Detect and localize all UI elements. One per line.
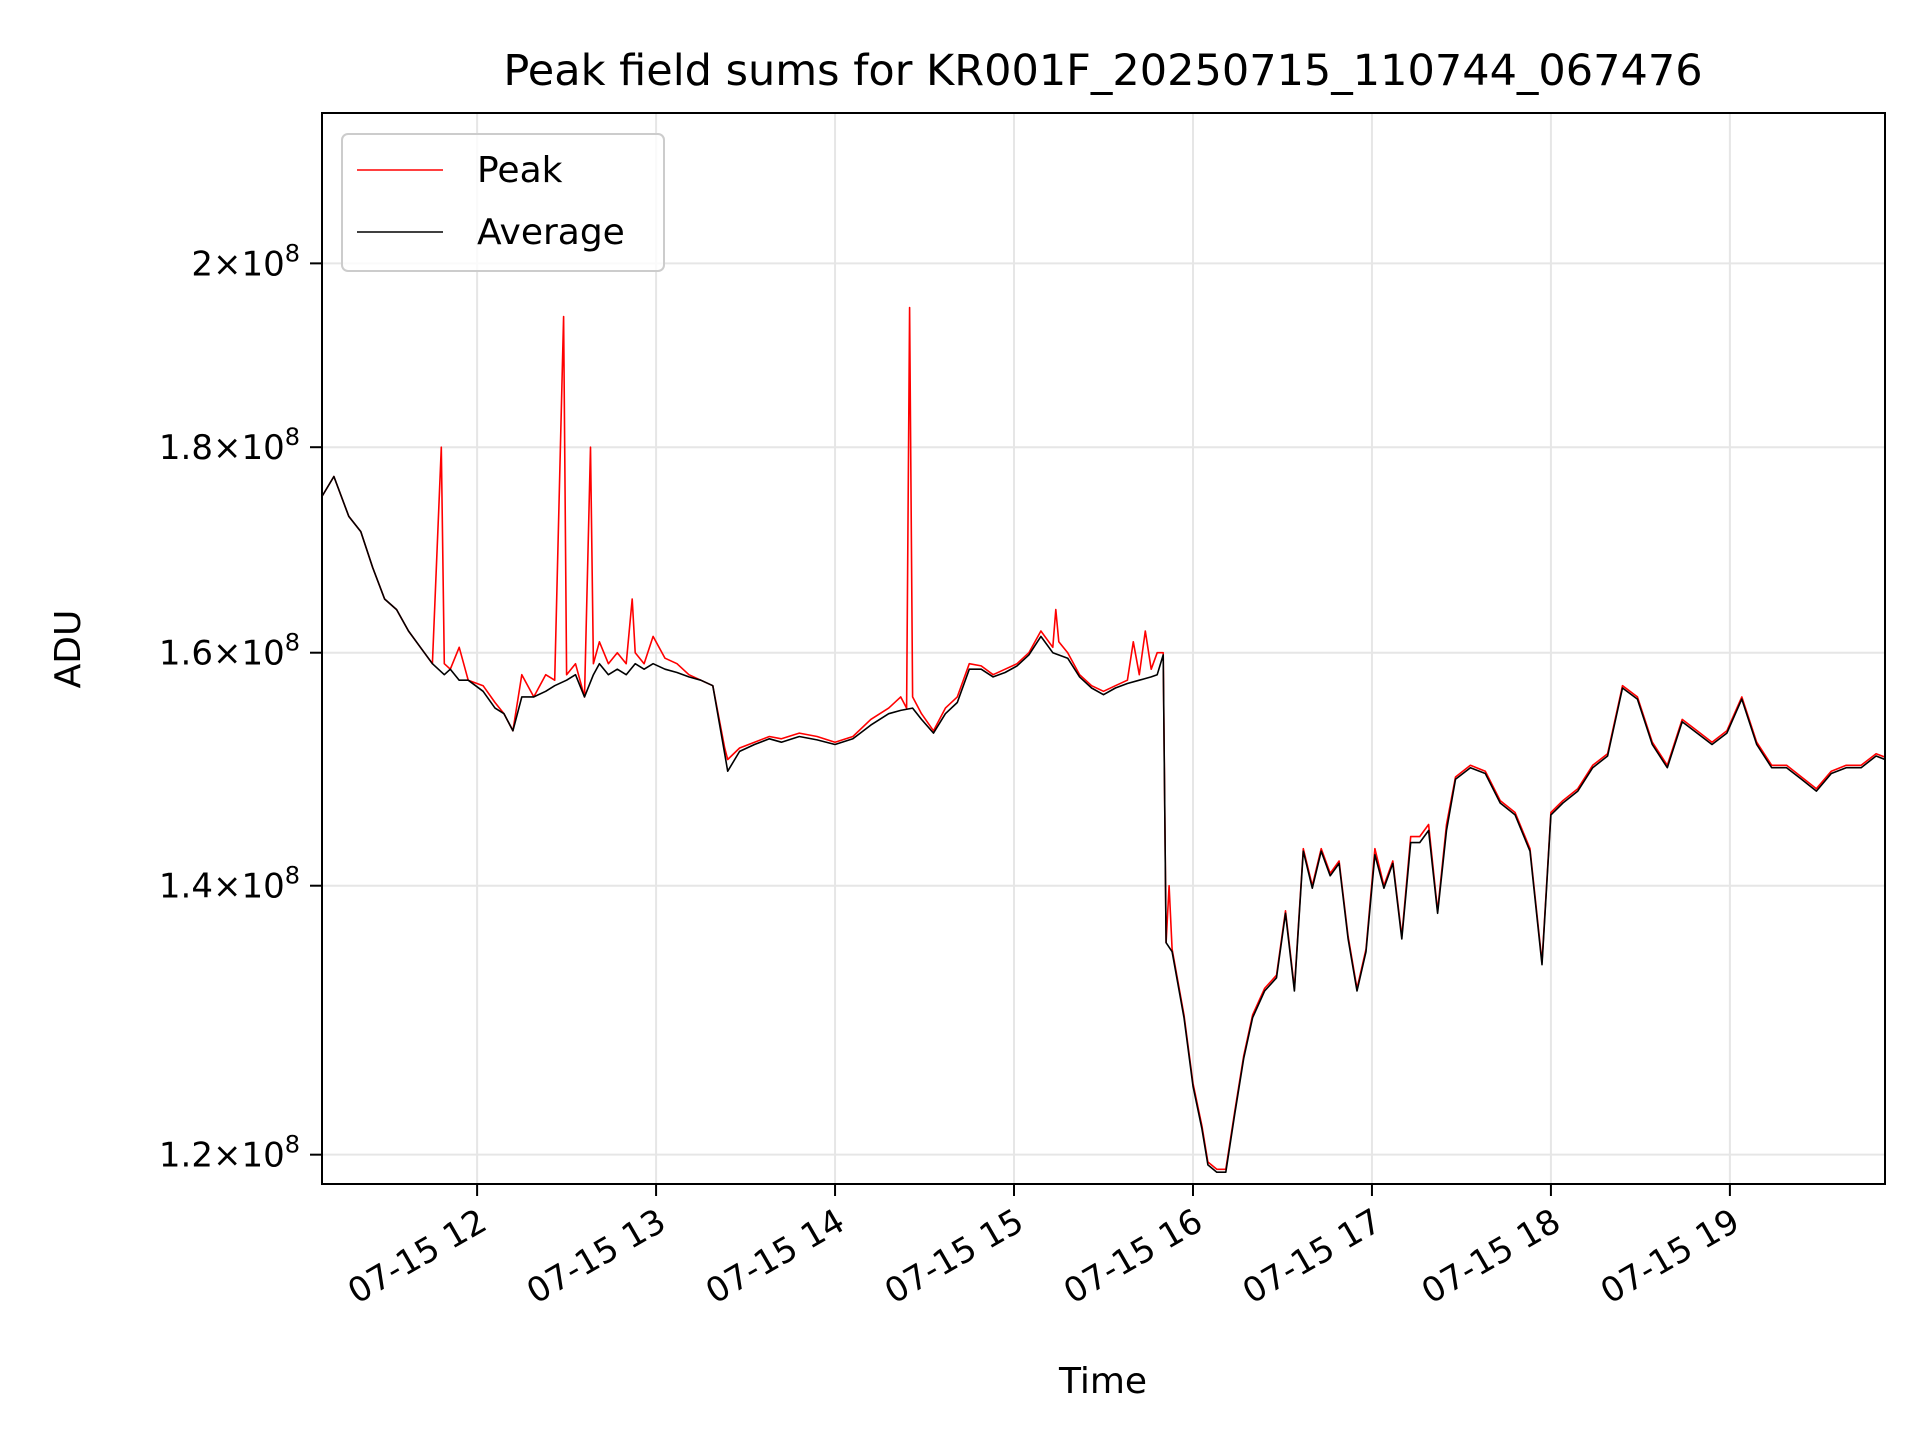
plot-frame — [321, 112, 1886, 1185]
y-tick-label: 1.8×108 — [159, 423, 300, 468]
legend-box — [341, 133, 665, 272]
y-tick-label: 1.6×108 — [159, 629, 300, 674]
chart-title: Peak field sums for KR001F_20250715_1107… — [503, 46, 1702, 96]
y-axis-label: ADU — [48, 610, 89, 689]
grid — [322, 113, 1885, 1184]
y-axis: 1.2×108 1.4×108 1.6×108 1.8×108 2×108 — [159, 239, 322, 1176]
series-line-average — [322, 475, 1885, 1173]
series-layer — [322, 306, 1885, 1173]
y-tick-label: 2×108 — [191, 239, 300, 284]
legend-peak-label: Peak — [477, 150, 563, 191]
legend: Peak Average — [341, 133, 665, 272]
legend-average-label: Average — [477, 212, 625, 253]
y-tick-label: 1.2×108 — [159, 1131, 300, 1176]
x-axis-label: Time — [1058, 1361, 1147, 1402]
y-tick-label: 1.4×108 — [159, 862, 300, 907]
series-line-peak — [322, 306, 1885, 1171]
